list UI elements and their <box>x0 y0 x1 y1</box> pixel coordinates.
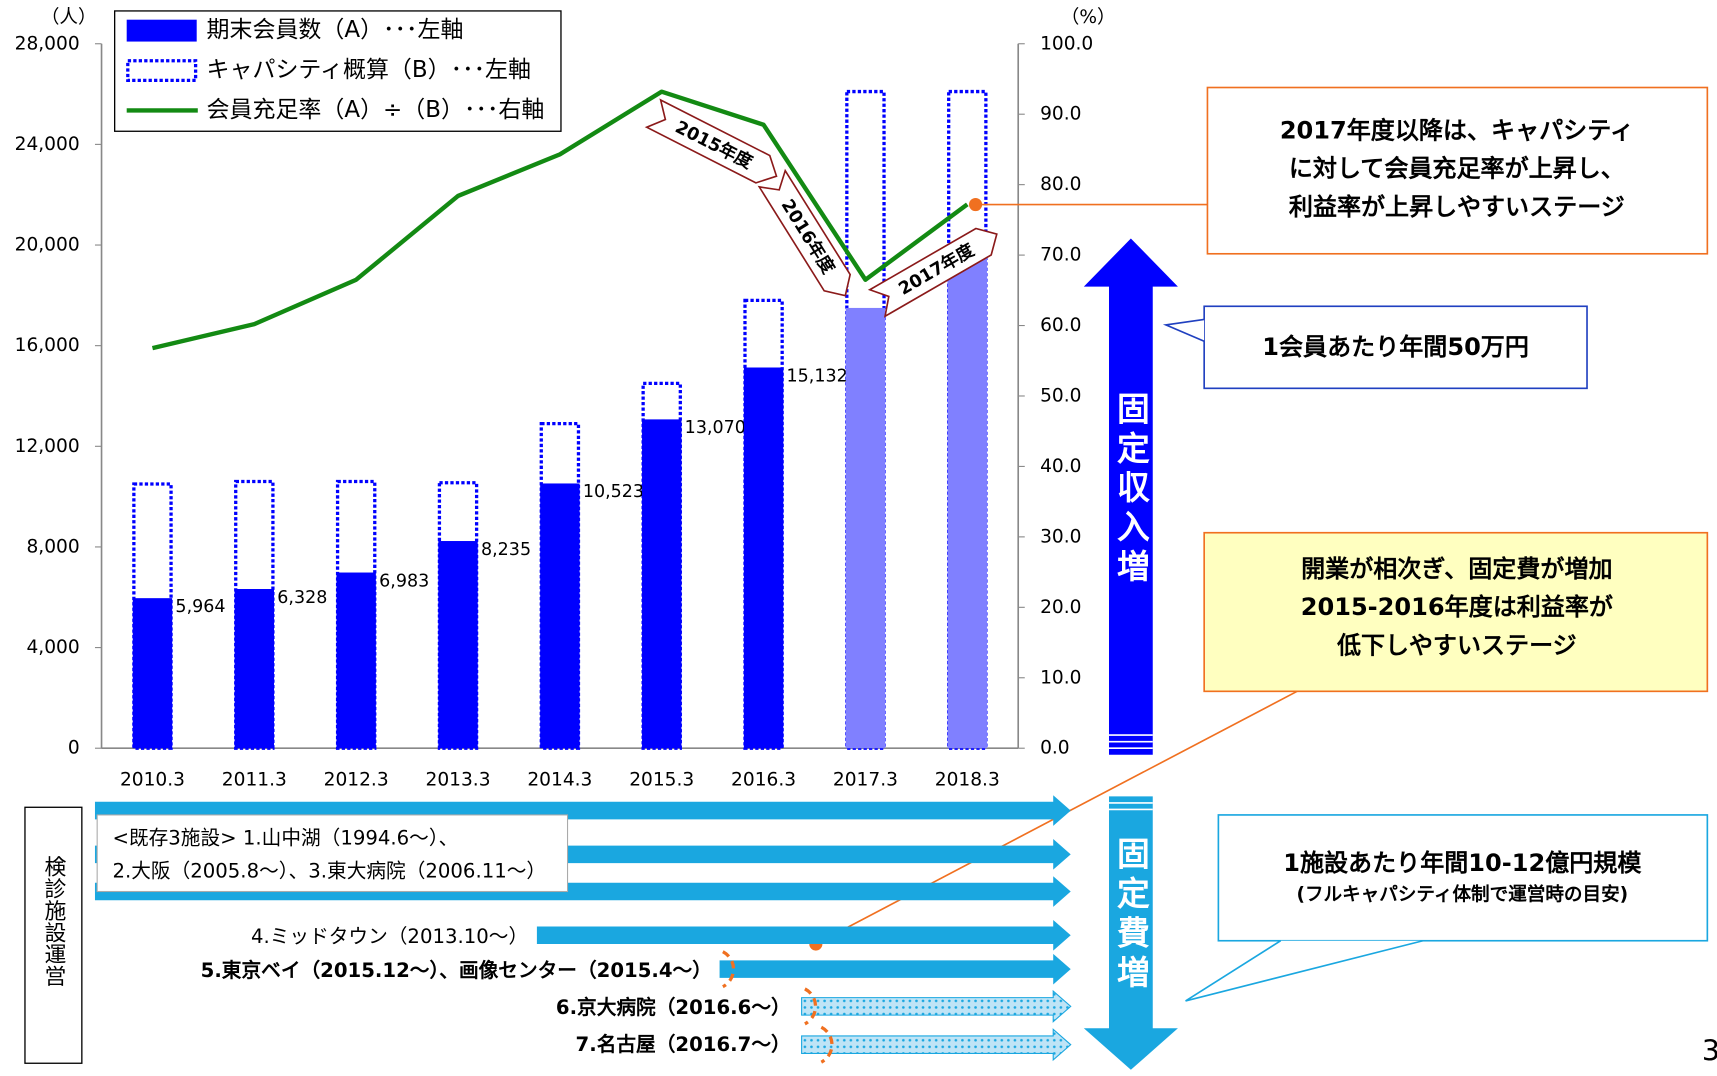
bar <box>438 541 478 749</box>
facility-item: 7.名古屋（2016.7～） <box>576 1033 791 1056</box>
data-label: 13,070 <box>685 418 746 438</box>
y2-tick-label: 30.0 <box>1040 526 1081 547</box>
callout-text: (フルキャパシティ体制で運営時の目安) <box>1296 883 1628 905</box>
bar <box>132 598 173 749</box>
callout-pointer <box>1162 318 1205 343</box>
callout-text: 1会員あたり年間50万円 <box>1262 333 1529 361</box>
y-tick-label: 4,000 <box>26 637 79 658</box>
x-tick-label: 2017.3 <box>833 769 898 790</box>
y-tick-label: 20,000 <box>15 235 80 256</box>
highlight-arc <box>804 987 818 1026</box>
y-tick-label: 28,000 <box>15 33 80 54</box>
facility-item: 6.京大病院（2016.6～） <box>556 996 791 1019</box>
data-label: 5,964 <box>175 597 225 617</box>
y2-tick-label: 90.0 <box>1040 104 1081 125</box>
bar <box>743 367 784 749</box>
x-tick-label: 2015.3 <box>629 769 694 790</box>
callout-text: 開業が相次ぎ、固定費が増加 <box>1301 555 1612 583</box>
x-tick-label: 2012.3 <box>324 769 389 790</box>
line <box>151 89 969 351</box>
facility-label: 検診施設運営 <box>41 855 66 987</box>
data-label: 8,235 <box>481 540 531 560</box>
x-tick-label: 2010.3 <box>120 769 185 790</box>
y2-tick-label: 50.0 <box>1040 385 1081 406</box>
callout-pointer <box>1185 939 1424 1002</box>
callout-text: 利益率が上昇しやすいステージ <box>1289 193 1625 221</box>
bar <box>947 252 987 749</box>
legend-label: 会員充足率（A）÷（B）･･･右軸 <box>207 97 545 123</box>
y-axis-label: （人） <box>41 7 97 28</box>
callout-text: 低下しやすいステージ <box>1336 631 1577 659</box>
data-label: 6,328 <box>277 588 327 608</box>
bar <box>845 307 886 749</box>
facility-text-box <box>96 814 569 893</box>
y2-tick-label: 70.0 <box>1040 245 1081 266</box>
callout-box <box>1203 305 1588 390</box>
down-arrow <box>1083 796 1178 1070</box>
down-arrow-label: 固定費増 <box>1112 837 1150 995</box>
y-tick-label: 12,000 <box>15 436 80 457</box>
legend-label: キャパシティ概算（B）･･･左軸 <box>207 57 531 83</box>
highlight-arc <box>820 1025 834 1064</box>
x-tick-label: 2011.3 <box>222 769 287 790</box>
chevron-shape <box>644 98 778 184</box>
up-arrow <box>1083 238 1178 755</box>
y2-tick-label: 10.0 <box>1040 667 1081 688</box>
y2-tick-label: 40.0 <box>1040 456 1081 477</box>
data-label: 10,523 <box>583 482 644 502</box>
y2-tick-label: 80.0 <box>1040 174 1081 195</box>
y2-tick-label: 60.0 <box>1040 315 1081 336</box>
data-label: 15,132 <box>787 366 848 386</box>
callout-text: 2015-2016年度は利益率が <box>1301 593 1614 621</box>
callout-box <box>1217 814 1709 942</box>
y-tick-label: 24,000 <box>15 134 80 155</box>
leader-dot <box>968 197 983 212</box>
y2-tick-label: 100.0 <box>1040 33 1093 54</box>
legend-swatch <box>126 59 198 83</box>
y-tick-label: 8,000 <box>26 536 79 557</box>
facility-arrow <box>801 1028 1072 1062</box>
year-chevron: 2015年度 <box>644 98 778 184</box>
y2-tick-label: 0.0 <box>1040 738 1070 759</box>
facility-arrow <box>719 953 1071 985</box>
callout-text: に対して会員充足率が上昇し、 <box>1289 155 1625 183</box>
callout-text: 1施設あたり年間10-12億円規模 <box>1283 849 1642 877</box>
legend-label: 期末会員数（A）･･･左軸 <box>207 17 464 43</box>
callout-text: 2017年度以降は、キャパシティ <box>1280 116 1634 144</box>
page-number: 3 <box>1702 1034 1717 1067</box>
facility-arrow <box>536 919 1071 951</box>
x-tick-label: 2014.3 <box>527 769 592 790</box>
chevron-shape <box>757 168 852 297</box>
facility-label-box <box>24 806 83 1064</box>
bar <box>336 572 376 749</box>
data-label: 6,983 <box>379 571 429 591</box>
legend-swatch <box>126 19 197 42</box>
facility-item: 4.ミッドタウン（2013.10～） <box>251 925 528 948</box>
bar <box>234 589 275 749</box>
bar <box>642 419 682 749</box>
chevron-shape <box>867 227 998 318</box>
facility-item: 2.大阪（2005.8～）、3.東大病院（2006.11～） <box>112 859 546 882</box>
x-tick-label: 2016.3 <box>731 769 796 790</box>
x-tick-label: 2013.3 <box>426 769 491 790</box>
facility-item: 5.東京ベイ（2015.12～）、画像センター（2015.4～） <box>201 959 712 982</box>
y2-axis-label: （%） <box>1061 7 1116 28</box>
highlight-arc <box>722 950 736 989</box>
callout-box <box>1203 531 1709 693</box>
y-tick-label: 16,000 <box>15 335 80 356</box>
bar <box>540 483 580 749</box>
callout-box <box>1206 86 1709 255</box>
facility-arrow <box>801 989 1072 1023</box>
y-tick-label: 0 <box>68 738 80 759</box>
x-tick-label: 2018.3 <box>935 769 1000 790</box>
up-arrow-label: 固定収入増 <box>1112 392 1150 589</box>
facility-item: <既存3施設> 1.山中湖（1994.6～）、 <box>112 827 458 850</box>
y2-tick-label: 20.0 <box>1040 597 1081 618</box>
